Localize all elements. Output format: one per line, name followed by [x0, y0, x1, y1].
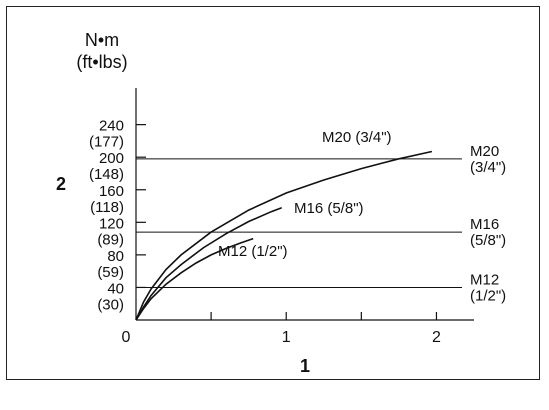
x-tick-label-4: 2	[432, 329, 441, 346]
y-axis-number: 2	[56, 174, 67, 194]
y-tick-sublabel-2: (89)	[97, 231, 124, 248]
y-tick-label-3: 160	[99, 183, 124, 200]
series-line-0	[135, 150, 433, 321]
series-label-0: M20 (3/4")	[322, 129, 392, 146]
x-axis-number: 1	[300, 356, 311, 376]
chart-plot: 0 1 240(30)80(59)120(89)160(118)200(148)24…	[89, 88, 506, 346]
reference-label-bottom-2: (1/2")	[470, 287, 506, 304]
series-label-1: M16 (5/8")	[294, 200, 364, 217]
figure-frame	[6, 6, 540, 380]
series-line-1	[135, 206, 282, 321]
y-tick-label-0: 40	[107, 280, 124, 297]
series-label-2: M12 (1/2")	[218, 243, 288, 260]
y-tick-label-4: 200	[99, 150, 124, 167]
y-tick-label-1: 80	[107, 248, 124, 265]
y-tick-sublabel-4: (148)	[89, 166, 124, 183]
reference-label-bottom-0: (3/4")	[470, 159, 506, 176]
reference-label-top-2: M12	[470, 271, 499, 288]
reference-label-bottom-1: (5/8")	[470, 232, 506, 249]
y-tick-sublabel-3: (118)	[90, 199, 124, 216]
reference-label-top-0: M20	[470, 143, 499, 160]
x-tick-label-2: 1	[282, 329, 291, 346]
unit-label-bottom: (ft•lbs)	[76, 52, 128, 72]
unit-label-top: N•m	[84, 30, 120, 50]
series-line-2	[135, 237, 254, 321]
y-tick-sublabel-0: (30)	[97, 296, 124, 313]
x-tick-label-0: 0	[122, 329, 131, 346]
y-tick-label-5: 240	[99, 118, 124, 135]
y-tick-label-2: 120	[99, 215, 124, 232]
reference-label-top-1: M16	[470, 216, 499, 233]
y-tick-sublabel-1: (59)	[97, 264, 124, 281]
y-tick-sublabel-5: (177)	[89, 134, 124, 151]
